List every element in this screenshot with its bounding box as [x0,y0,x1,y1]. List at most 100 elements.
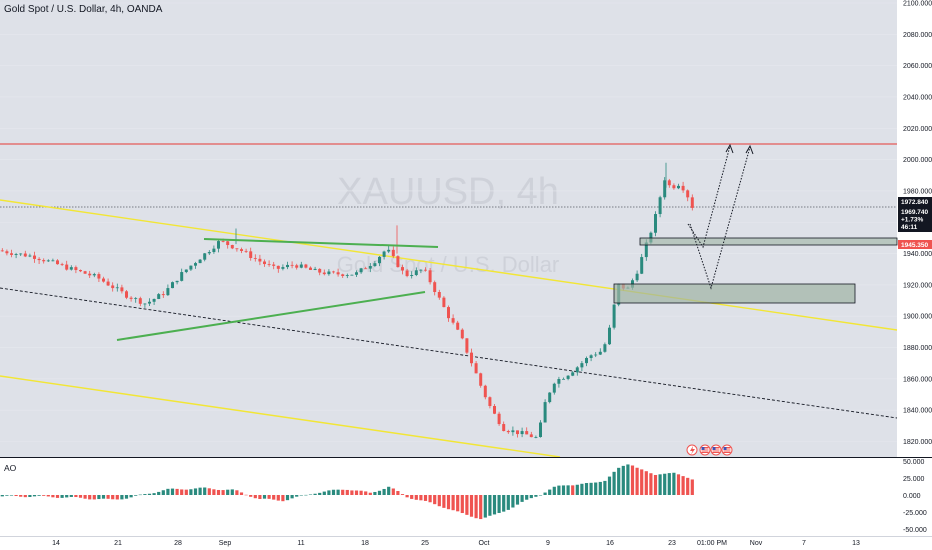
ao-bar [561,485,566,495]
ao-bar [129,495,133,498]
ao-bar [152,493,156,495]
candle-body [382,251,386,257]
ao-bar [672,472,676,495]
ao-bar [341,489,345,495]
ao-bar [483,495,487,518]
candle-body [442,297,446,308]
triangle-lower-line [116,291,426,341]
ao-bar [281,495,285,502]
ao-bar [506,495,510,510]
ao-bar [147,493,152,495]
candle-body [562,378,565,380]
ao-bar [663,473,667,495]
projection-arrowhead [745,144,754,155]
ao-bar [120,495,124,500]
time-tick-label: Oct [479,540,490,547]
time-axis[interactable]: 14 21 28 Sep 11 18 25 Oct 9 16 23 01:00 PM Nov 7 13 [52,540,860,547]
ao-bar [244,494,248,496]
triangle-upper-line [203,238,439,248]
us-flag-icon[interactable] [710,444,722,456]
ao-tick: 25.000 [903,476,925,483]
ao-bar [359,490,363,495]
projection-arrowhead [725,143,734,154]
ao-bar [74,495,78,498]
ao-bar [83,495,87,499]
us-flag-icon[interactable] [699,444,711,456]
ao-bar [442,495,446,508]
candle-body [198,259,202,264]
candle-body [594,354,598,356]
ao-bar [584,483,589,495]
flash-icon[interactable] [686,444,698,456]
ao-bar [474,495,478,519]
candle-body [456,322,460,330]
ao-bar [37,495,41,496]
candle-body [244,250,248,252]
candle-body [364,268,368,270]
indicator-name: AO [4,463,17,473]
ao-bar [239,492,244,495]
time-tick-label: 28 [174,540,182,547]
candle-body [240,249,243,251]
ao-bar [170,488,175,495]
price-tick-label: 1880.000 [903,345,932,352]
candle-body [419,269,423,271]
ao-bar [207,488,211,495]
candle-body [207,252,211,254]
candle-body [585,357,588,364]
candle-body [42,260,46,262]
ao-bar [690,479,694,495]
candle-body [575,367,579,373]
ao-bar [249,495,253,497]
candle-body [184,269,188,273]
ao-bar [630,465,635,495]
candle-body [295,265,299,268]
ao-bar [603,480,607,495]
ao-bar [373,491,377,495]
candle-body [304,264,308,268]
price-tick-label: 1900.000 [903,314,932,321]
ao-bar [276,495,280,501]
grid-layer [0,2,897,442]
ao-bar [658,474,662,495]
ao-bar [32,495,37,497]
candle-body [212,248,216,253]
candle-body [161,294,165,296]
demand-zone-box [613,283,856,304]
candle-body [539,422,542,438]
candle-body [571,372,575,376]
candle-body [267,264,271,265]
ao-bar [193,488,198,495]
candle-body [249,251,253,258]
ao-bar [488,495,492,516]
ao-bar [161,490,165,495]
ao-bar [51,495,55,498]
candle-body [589,355,593,358]
us-flag-icon[interactable] [721,444,733,456]
candle-body [111,285,115,289]
candle-body [686,190,690,198]
candle-body [479,373,483,386]
candle-body [88,273,92,276]
ao-bar [626,464,630,495]
candle-body [19,253,23,255]
ao-bar [557,485,561,495]
candle-body [460,329,464,339]
candle-body [322,272,326,275]
candle-body [391,249,395,257]
candle-body [667,180,671,186]
ao-bar [212,489,216,495]
candle-body [79,270,82,272]
ao-bar [552,486,556,495]
projection-path [689,146,751,290]
event-icons[interactable] [686,444,733,456]
indicator-axis: 50.000 25.000 0.000 -25.000 -50.000 [903,459,927,534]
ao-bar [520,495,524,502]
candle-body [493,406,496,414]
ao-bar [106,495,110,499]
ao-bar [617,467,621,495]
candle-body [281,267,285,269]
candle-body [299,264,303,268]
